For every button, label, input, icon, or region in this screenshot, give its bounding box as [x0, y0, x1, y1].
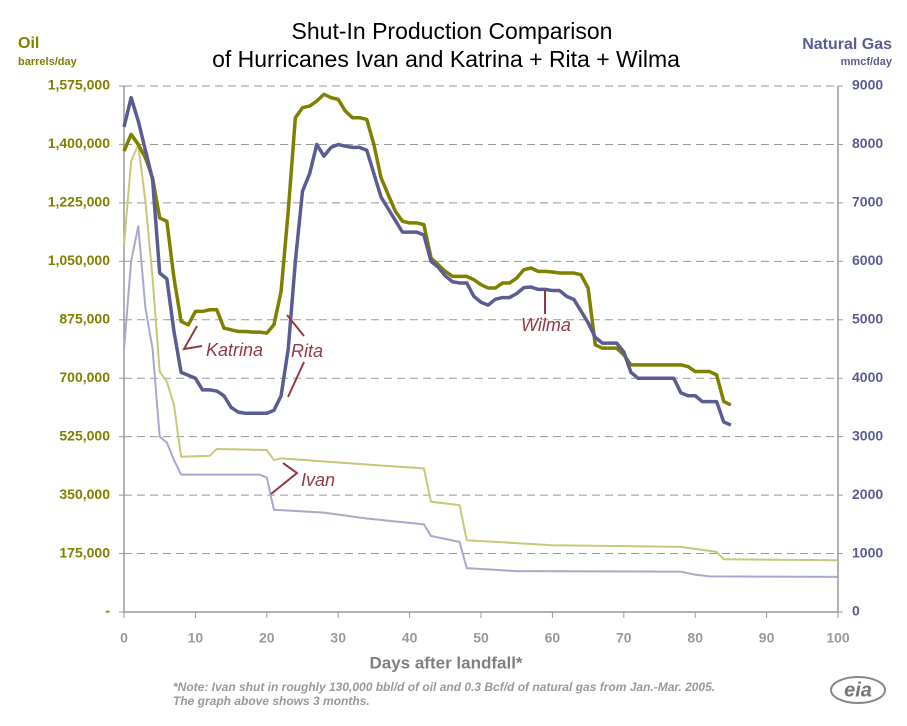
y2-tick-label: 3000: [852, 427, 883, 443]
logo: eia: [844, 679, 872, 701]
y-tick-label: 350,000: [59, 486, 110, 502]
y2-tick-label: 2000: [852, 486, 883, 502]
annotation-pointer: [286, 314, 305, 337]
y2-tick-label: 9000: [852, 77, 883, 93]
x-tick-label: 20: [259, 630, 275, 646]
chart-title: Shut-In Production Comparison: [292, 18, 613, 44]
annotation-pointer: [182, 325, 203, 351]
y-tick-label: 175,000: [59, 544, 110, 560]
annotation-pointer: [287, 361, 305, 398]
y2-tick-label: 4000: [852, 369, 883, 385]
y-tick-label: 875,000: [59, 310, 110, 326]
y2-tick-label: 5000: [852, 310, 883, 326]
x-tick-label: 0: [120, 630, 128, 646]
series-line: [123, 225, 839, 578]
x-tick-label: 90: [759, 630, 775, 646]
note: The graph above shows 3 months.: [173, 694, 370, 708]
annotation: Rita: [291, 341, 323, 361]
annotation: Katrina: [206, 340, 263, 360]
y-axis-title: Oil: [18, 35, 39, 52]
x-tick-label: 40: [402, 630, 418, 646]
series-line: [123, 143, 839, 562]
x-tick-label: 50: [473, 630, 489, 646]
x-tick-label: 70: [616, 630, 632, 646]
x-tick-label: 30: [330, 630, 346, 646]
note: *Note: Ivan shut in roughly 130,000 bbl/…: [173, 680, 715, 694]
y2-tick-label: 1000: [852, 544, 883, 560]
y2-tick-label: 8000: [852, 135, 883, 151]
y-tick-label: 525,000: [59, 427, 110, 443]
x-tick-label: 10: [188, 630, 204, 646]
y-tick-label: 1,400,000: [48, 135, 110, 151]
y-tick-label: 1,225,000: [48, 194, 110, 210]
x-tick-label: 60: [545, 630, 561, 646]
annotation: Wilma: [521, 315, 571, 335]
chart-title: of Hurricanes Ivan and Katrina + Rita + …: [212, 46, 680, 72]
y-axis-unit: barrels/day: [18, 56, 78, 68]
y-tick-label: 1,050,000: [48, 252, 110, 268]
y2-tick-label: 0: [852, 603, 860, 619]
annotation: Ivan: [301, 470, 335, 490]
y2-tick-label: 6000: [852, 252, 883, 268]
y2-tick-label: 7000: [852, 194, 883, 210]
y2-axis-unit: mmcf/day: [841, 56, 893, 68]
series-line: [122, 95, 732, 427]
x-tick-label: 100: [826, 630, 850, 646]
y-tick-label: 700,000: [59, 369, 110, 385]
y2-axis-title: Natural Gas: [802, 36, 892, 53]
x-tick-label: 80: [687, 630, 703, 646]
logo-ring: [830, 676, 886, 704]
x-axis-title: Days after landfall*: [369, 653, 522, 672]
plot: - 175,000 350,000 525,000 700,000 875,000 1,05…: [48, 77, 884, 646]
y-tick-label: 1,575,000: [48, 77, 110, 93]
annotation-pointer: [270, 462, 299, 495]
y-tick-label: -: [105, 603, 110, 619]
series-line: [122, 92, 732, 407]
